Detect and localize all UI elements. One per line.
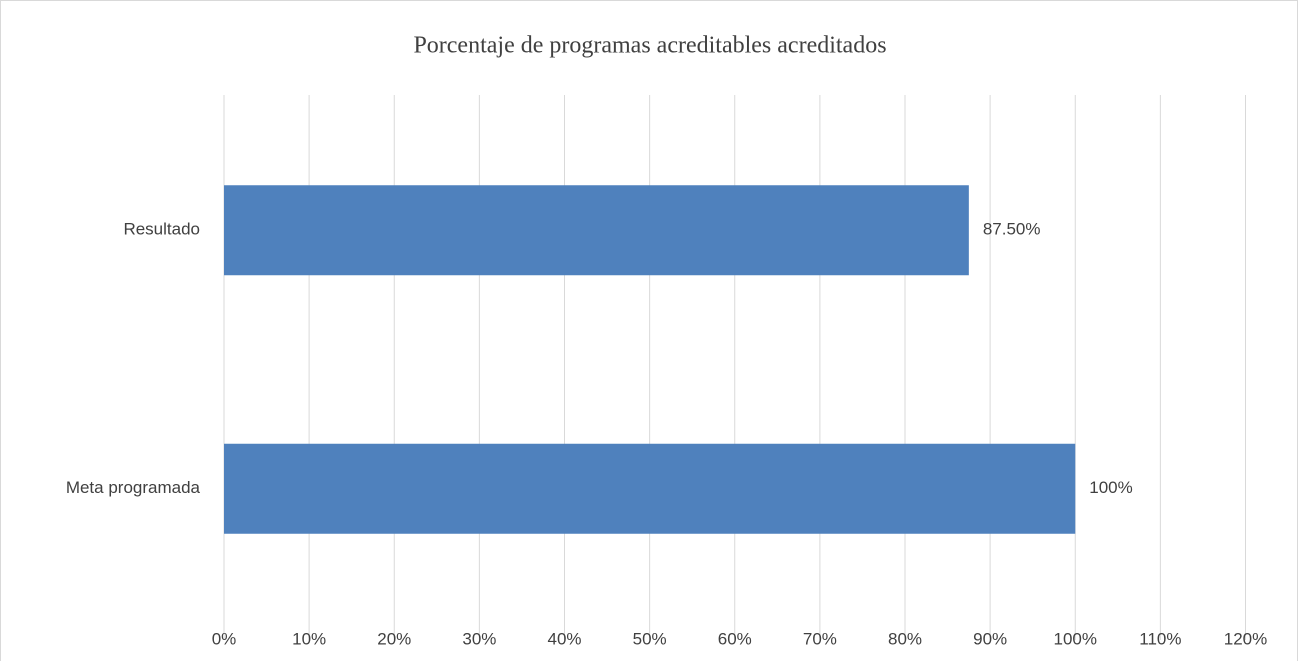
data-label: 100% bbox=[1089, 478, 1132, 497]
bar bbox=[224, 443, 1076, 534]
x-tick-label: 30% bbox=[462, 629, 496, 648]
x-tick-label: 0% bbox=[212, 629, 237, 648]
y-tick-label: Meta programada bbox=[66, 478, 201, 497]
y-tick-label: Resultado bbox=[123, 220, 200, 239]
bar bbox=[224, 185, 969, 276]
x-tick-label: 20% bbox=[377, 629, 411, 648]
chart-title: Porcentaje de programas acreditables acr… bbox=[413, 33, 886, 59]
x-tick-label: 10% bbox=[292, 629, 326, 648]
data-label: 87.50% bbox=[983, 220, 1041, 239]
x-tick-label: 80% bbox=[888, 629, 922, 648]
x-tick-label: 90% bbox=[973, 629, 1007, 648]
x-tick-label: 60% bbox=[718, 629, 752, 648]
x-tick-label: 40% bbox=[547, 629, 581, 648]
x-tick-label: 110% bbox=[1139, 629, 1181, 648]
x-tick-label: 70% bbox=[803, 629, 837, 648]
x-tick-label: 100% bbox=[1054, 629, 1097, 648]
x-tick-label: 50% bbox=[633, 629, 667, 648]
x-tick-label: 120% bbox=[1224, 629, 1267, 648]
